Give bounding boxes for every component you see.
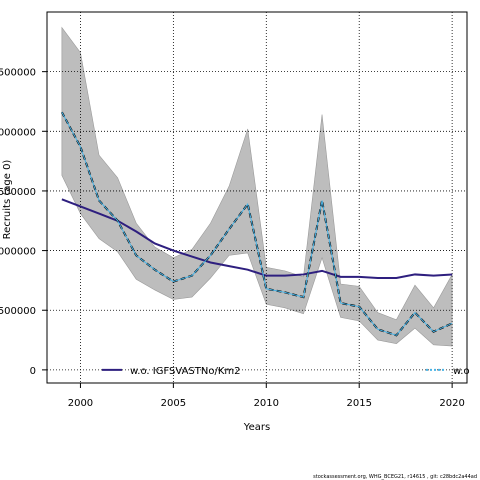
y-tick-label: 0 bbox=[30, 366, 36, 377]
confidence-band bbox=[61, 26, 453, 347]
series-line-wo bbox=[61, 111, 453, 336]
x-tick-label: 2020 bbox=[439, 398, 464, 409]
legend-label-wo: w.o bbox=[453, 366, 470, 377]
y-tick-label: 2500000 bbox=[0, 68, 36, 79]
x-tick-label: 2000 bbox=[68, 398, 93, 409]
y-tick-label: 500000 bbox=[0, 306, 36, 317]
x-axis-label: Years bbox=[243, 422, 270, 433]
y-axis-label: Recruits (age 0) bbox=[2, 160, 13, 240]
x-axis: 2000 2005 2010 2015 2020 bbox=[68, 383, 465, 409]
x-tick-label: 2015 bbox=[346, 398, 371, 409]
y-tick-label: 2000000 bbox=[0, 127, 36, 138]
footer-credit: stockassessment.org, WHG_BCEG21, r14615 … bbox=[313, 474, 477, 480]
series-line-igfsvast bbox=[61, 198, 453, 280]
series-layer bbox=[60, 111, 453, 337]
x-tick-label: 2010 bbox=[254, 398, 279, 409]
y-axis: 0 500000 1000000 1500000 2000000 2500000 bbox=[0, 68, 47, 377]
confidence-band-layer bbox=[61, 26, 453, 347]
legend: w.o. IGFSVASTNo/Km2 w.o bbox=[102, 366, 470, 377]
y-tick-label: 1000000 bbox=[0, 247, 36, 258]
y-tick-label: 1500000 bbox=[0, 187, 36, 198]
plot-frame bbox=[46, 11, 468, 384]
grid-layer bbox=[47, 12, 467, 383]
legend-label-igfsvast: w.o. IGFSVASTNo/Km2 bbox=[130, 366, 241, 377]
x-tick-label: 2005 bbox=[161, 398, 186, 409]
